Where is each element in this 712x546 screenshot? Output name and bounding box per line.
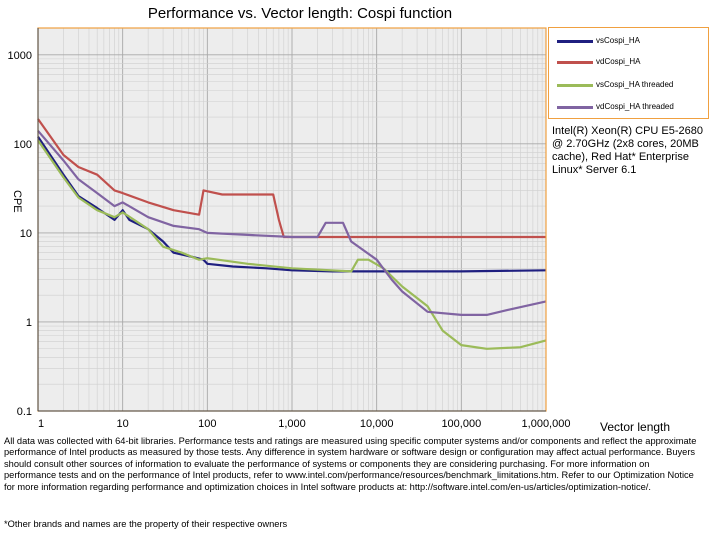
legend-label: vdCospi_HA (596, 57, 641, 66)
legend-swatch (557, 84, 593, 87)
x-tick-label: 10 (117, 418, 129, 430)
legend-label: vsCospi_HA (596, 36, 641, 45)
series-line-vscospi-ha (37, 136, 547, 273)
x-tick-label: 1,000 (278, 418, 306, 430)
legend-label: vdCospi_HA threaded (596, 102, 674, 111)
axes: 0.1 1 10 100 1000 1 10 100 1,000 10,000 100,000 1,0… (8, 28, 571, 430)
x-tick-label: 100 (198, 418, 216, 430)
x-axis-label: Vector length (600, 420, 670, 434)
legend-swatch (557, 61, 593, 64)
x-tick-label: 100,000 (441, 418, 481, 430)
series-line-vscospi-ha-threaded (37, 139, 547, 350)
legend: vsCospi_HA vdCospi_HA vsCospi_HA threade… (548, 27, 709, 119)
chart-title: Performance vs. Vector length: Cospi fun… (147, 5, 453, 22)
series-layer (37, 118, 547, 350)
legend-swatch (557, 106, 593, 109)
y-tick-label: 0.1 (17, 406, 32, 418)
y-tick-label: 10 (20, 228, 32, 240)
series-line-vdcospi-ha-threaded (37, 130, 547, 316)
trademark-note: *Other brands and names are the property… (4, 519, 288, 529)
x-tick-label: 10,000 (360, 418, 394, 430)
y-tick-label: 1000 (8, 50, 32, 62)
disclaimer-text: All data was collected with 64-bit libra… (4, 436, 697, 492)
y-tick-label: 1 (26, 317, 32, 329)
legend-label: vsCospi_HA threaded (596, 80, 674, 89)
x-tick-label: 1 (38, 418, 44, 430)
series-line-vdcospi-ha (37, 118, 546, 239)
x-tick-label: 1,000,000 (522, 418, 571, 430)
y-tick-label: 100 (14, 139, 32, 151)
legend-swatch (557, 40, 593, 43)
cpu-note: Intel(R) Xeon(R) CPU E5-2680 @ 2.70GHz (… (552, 125, 704, 176)
y-axis-label: CPE (11, 190, 23, 213)
